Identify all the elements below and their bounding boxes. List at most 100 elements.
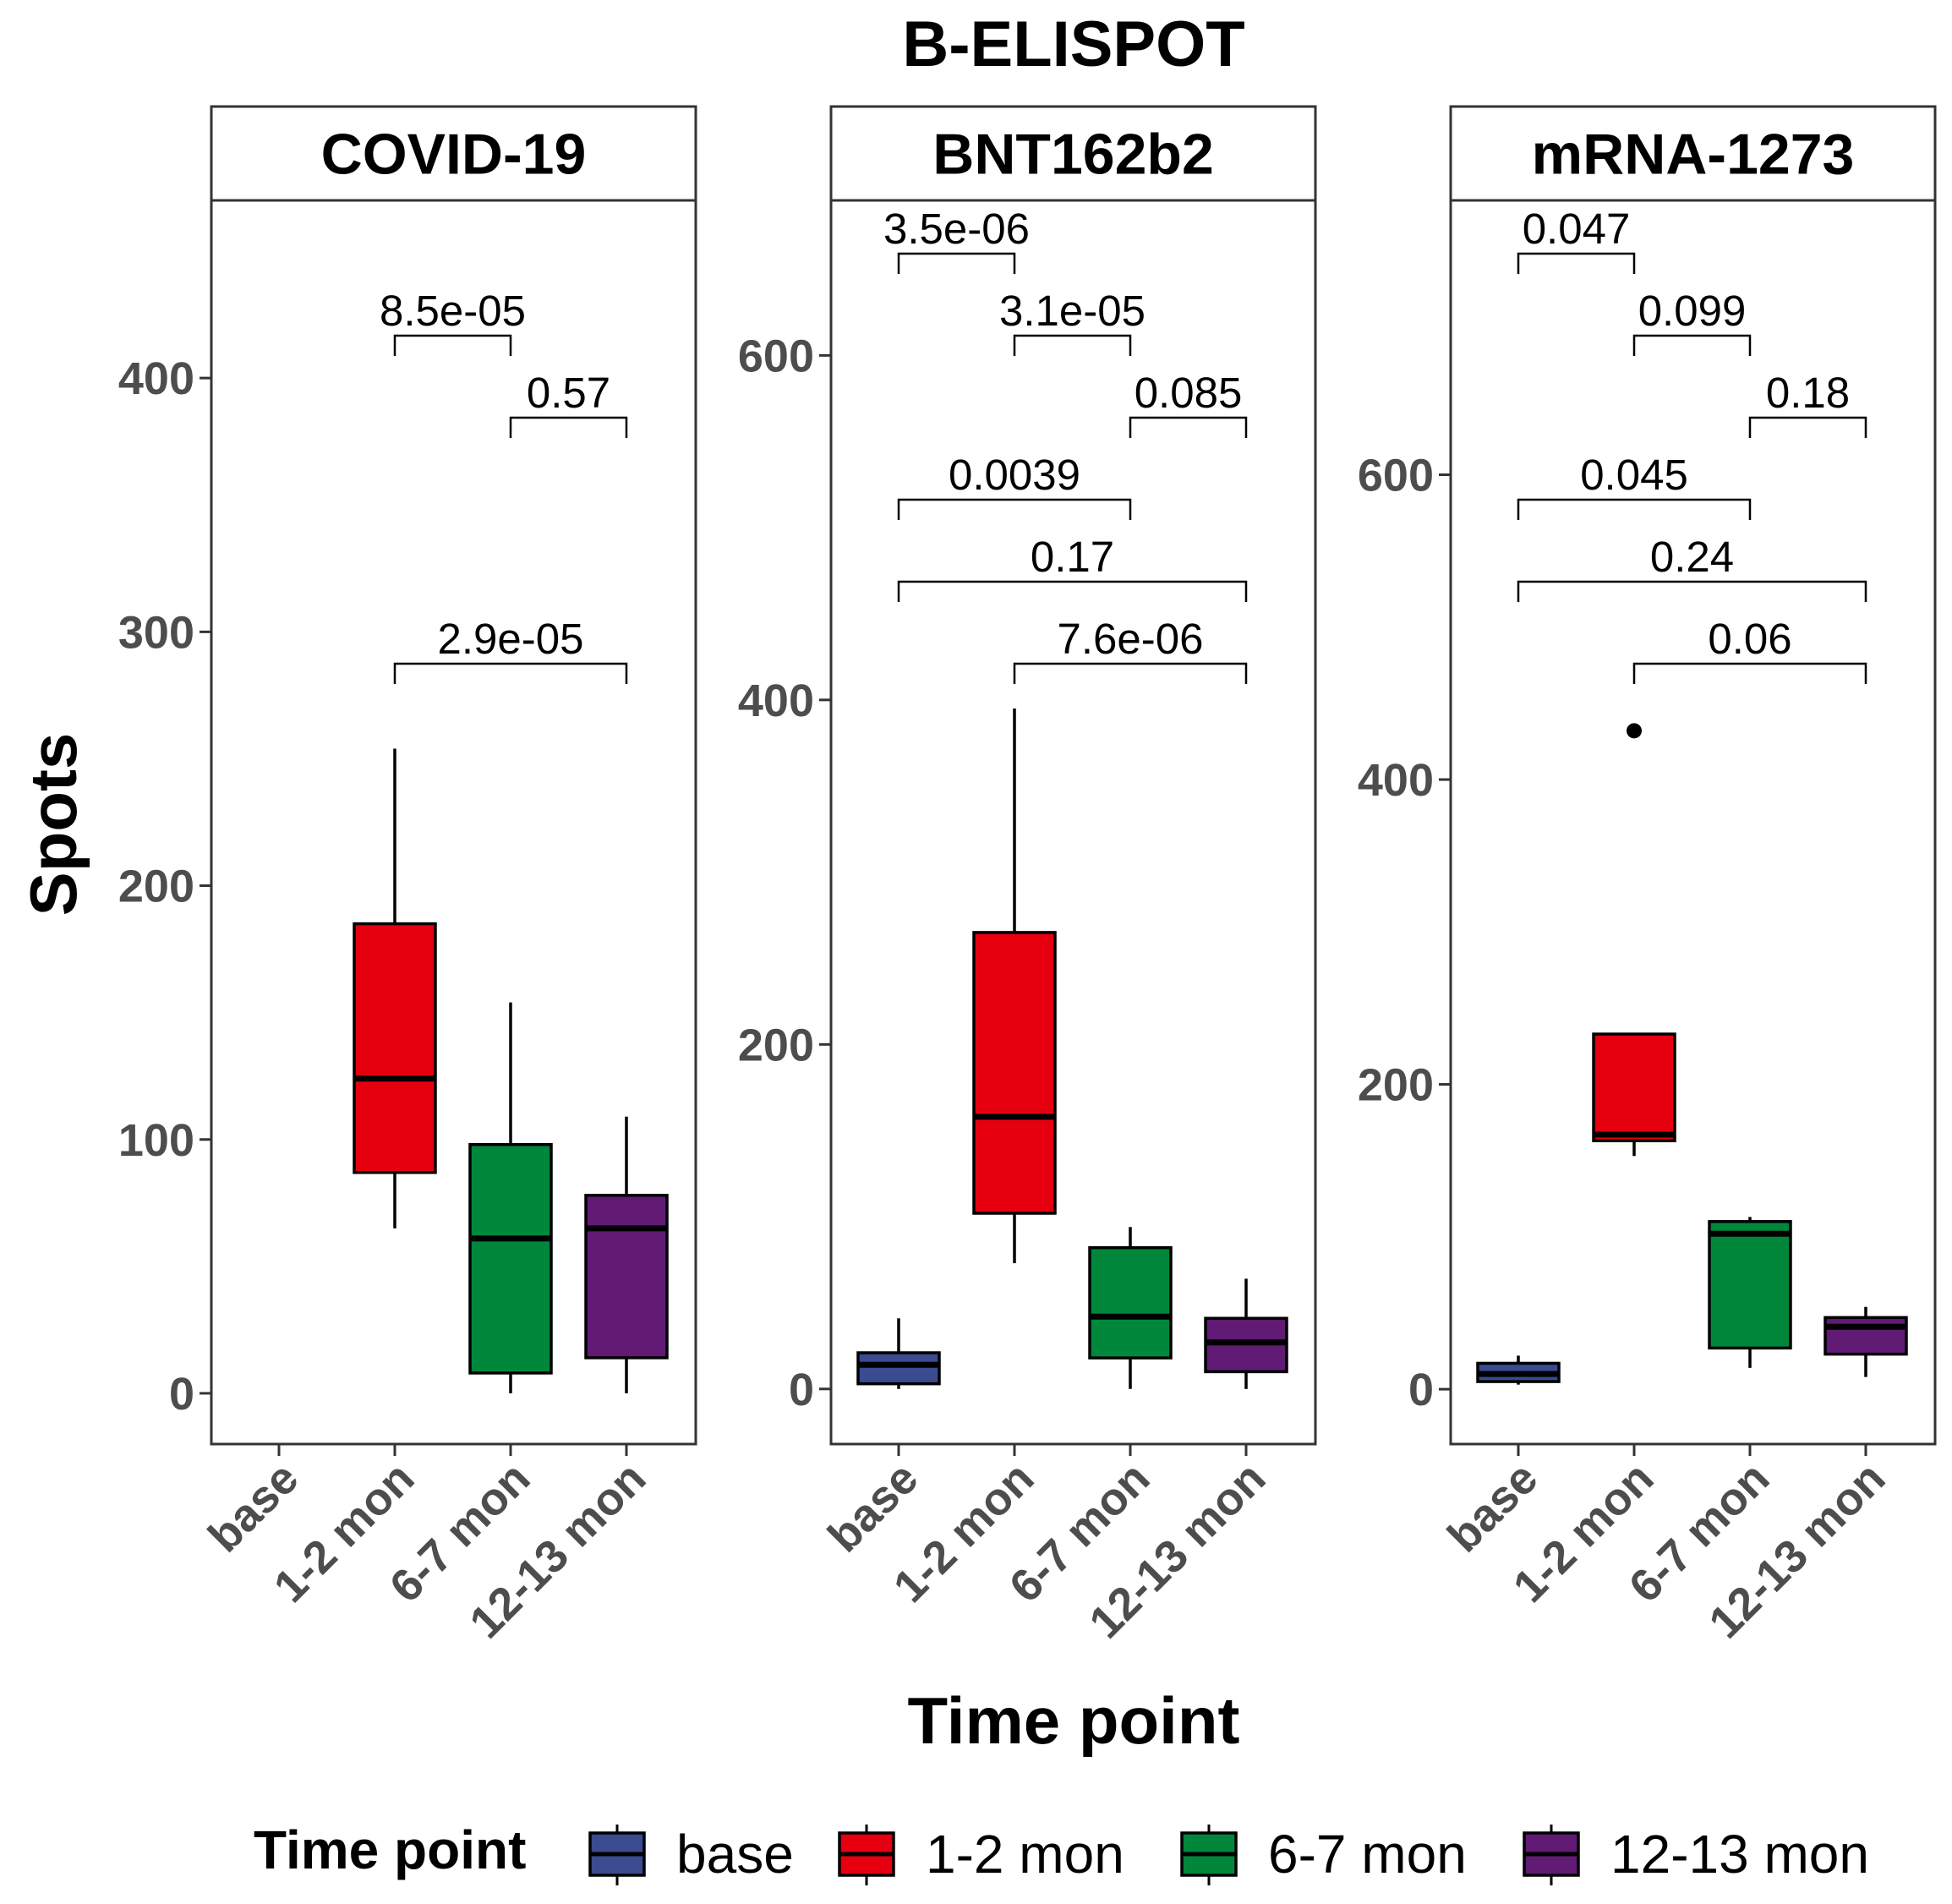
p-value-label: 0.045 bbox=[1580, 451, 1688, 499]
p-value-label: 0.57 bbox=[527, 369, 610, 417]
bracket-line bbox=[1632, 662, 1867, 684]
x-tick-label: base bbox=[818, 1453, 927, 1562]
strip-label: mRNA-1273 bbox=[1532, 123, 1855, 187]
y-tick-label: 200 bbox=[1358, 1060, 1434, 1111]
y-tick-label: 400 bbox=[738, 676, 814, 726]
p-value-label: 0.06 bbox=[1708, 615, 1791, 663]
box-1-2-mon bbox=[353, 748, 437, 1228]
y-tick-label: 200 bbox=[738, 1020, 814, 1070]
bracket-line bbox=[393, 334, 512, 356]
y-tick-label: 600 bbox=[738, 331, 814, 381]
bracket-line bbox=[897, 498, 1132, 520]
y-axis-title: Spots bbox=[16, 733, 90, 916]
y-tick-label: 200 bbox=[118, 862, 194, 912]
strip-box bbox=[829, 105, 1317, 202]
p-value-label: 0.18 bbox=[1766, 369, 1850, 417]
y-tick-label: 400 bbox=[118, 353, 194, 404]
y-tick-label: 300 bbox=[118, 607, 194, 658]
comparison-bracket: 0.18 bbox=[1748, 369, 1867, 438]
legend-label: 6-7 mon bbox=[1268, 1824, 1467, 1885]
p-value-label: 2.9e-05 bbox=[438, 615, 584, 663]
legend-item-1-2-mon: 1-2 mon bbox=[838, 1824, 1124, 1885]
comparison-bracket: 0.24 bbox=[1517, 533, 1867, 602]
p-value-label: 0.0039 bbox=[949, 451, 1080, 499]
box-body bbox=[468, 1143, 553, 1375]
panel-border bbox=[1449, 199, 1937, 1446]
box-1-2-mon bbox=[1592, 1032, 1676, 1157]
y-tick-label: 600 bbox=[1358, 450, 1434, 501]
bracket-line bbox=[1748, 416, 1867, 438]
strip-box bbox=[210, 105, 697, 202]
comparison-bracket: 3.5e-06 bbox=[883, 205, 1030, 274]
box-12-13-mon bbox=[1824, 1306, 1908, 1377]
bracket-line bbox=[1129, 416, 1248, 438]
box-base bbox=[1476, 1355, 1561, 1385]
bracket-line bbox=[1013, 662, 1248, 684]
box-body bbox=[584, 1194, 669, 1360]
x-tick-label: base bbox=[1438, 1453, 1547, 1562]
comparison-bracket: 2.9e-05 bbox=[393, 615, 628, 684]
comparison-bracket: 3.1e-05 bbox=[999, 287, 1146, 356]
panel-border bbox=[210, 199, 697, 1446]
legend-label: 12-13 mon bbox=[1610, 1824, 1869, 1885]
legend-title: Time point bbox=[254, 1819, 526, 1880]
bracket-line bbox=[393, 662, 628, 684]
box-6-7-mon bbox=[468, 1002, 553, 1393]
strip-label: BNT162b2 bbox=[932, 123, 1214, 187]
bracket-line bbox=[1517, 252, 1636, 274]
p-value-label: 0.24 bbox=[1650, 533, 1734, 581]
comparison-bracket: 0.17 bbox=[897, 533, 1248, 602]
bracket-line bbox=[509, 416, 628, 438]
p-value-label: 0.17 bbox=[1031, 533, 1114, 581]
legend-label: 1-2 mon bbox=[926, 1824, 1124, 1885]
comparison-bracket: 0.047 bbox=[1517, 205, 1636, 274]
panel-border bbox=[829, 199, 1317, 1446]
p-value-label: 0.047 bbox=[1523, 205, 1631, 253]
strip-label: COVID-19 bbox=[321, 123, 587, 187]
box-6-7-mon bbox=[1088, 1227, 1173, 1389]
y-tick-label: 100 bbox=[118, 1115, 194, 1166]
bracket-line bbox=[1632, 334, 1752, 356]
p-value-label: 0.085 bbox=[1135, 369, 1243, 417]
bracket-line bbox=[1517, 580, 1867, 602]
bracket-line bbox=[897, 252, 1016, 274]
comparison-bracket: 0.085 bbox=[1129, 369, 1248, 438]
p-value-label: 8.5e-05 bbox=[380, 287, 526, 335]
comparison-bracket: 0.0039 bbox=[897, 451, 1132, 520]
box-body bbox=[1592, 1032, 1676, 1143]
box-body bbox=[1824, 1316, 1908, 1356]
outlier-point bbox=[1627, 723, 1642, 739]
bracket-line bbox=[897, 580, 1248, 602]
legend-label: base bbox=[676, 1824, 794, 1885]
box-body bbox=[1088, 1245, 1173, 1360]
box-body bbox=[353, 922, 437, 1174]
y-tick-label: 400 bbox=[1358, 755, 1434, 806]
p-value-label: 3.5e-06 bbox=[883, 205, 1030, 253]
legend-item-6-7-mon: 6-7 mon bbox=[1180, 1824, 1467, 1885]
box-body bbox=[1708, 1220, 1792, 1350]
chart-title: B-ELISPOT bbox=[902, 8, 1244, 80]
y-tick-label: 0 bbox=[169, 1369, 194, 1420]
legend: Time point base 1-2 mon 6-7 mon 12-13 mon bbox=[254, 1819, 1869, 1885]
p-value-label: 3.1e-05 bbox=[999, 287, 1146, 335]
comparison-bracket: 0.57 bbox=[509, 369, 628, 438]
y-tick-label: 0 bbox=[1408, 1365, 1434, 1415]
x-tick-label: base bbox=[199, 1453, 308, 1562]
box-body bbox=[856, 1351, 941, 1386]
bracket-line bbox=[1517, 498, 1752, 520]
box-12-13-mon bbox=[1204, 1278, 1288, 1389]
bracket-line bbox=[1013, 334, 1132, 356]
x-axis-title: Time point bbox=[908, 1683, 1240, 1758]
box-base bbox=[856, 1318, 941, 1389]
p-value-label: 7.6e-06 bbox=[1058, 615, 1204, 663]
comparison-bracket: 0.045 bbox=[1517, 451, 1752, 520]
box-1-2-mon bbox=[972, 709, 1057, 1264]
comparison-bracket: 8.5e-05 bbox=[380, 287, 526, 356]
box-12-13-mon bbox=[584, 1116, 669, 1393]
comparison-bracket: 0.099 bbox=[1632, 287, 1752, 356]
